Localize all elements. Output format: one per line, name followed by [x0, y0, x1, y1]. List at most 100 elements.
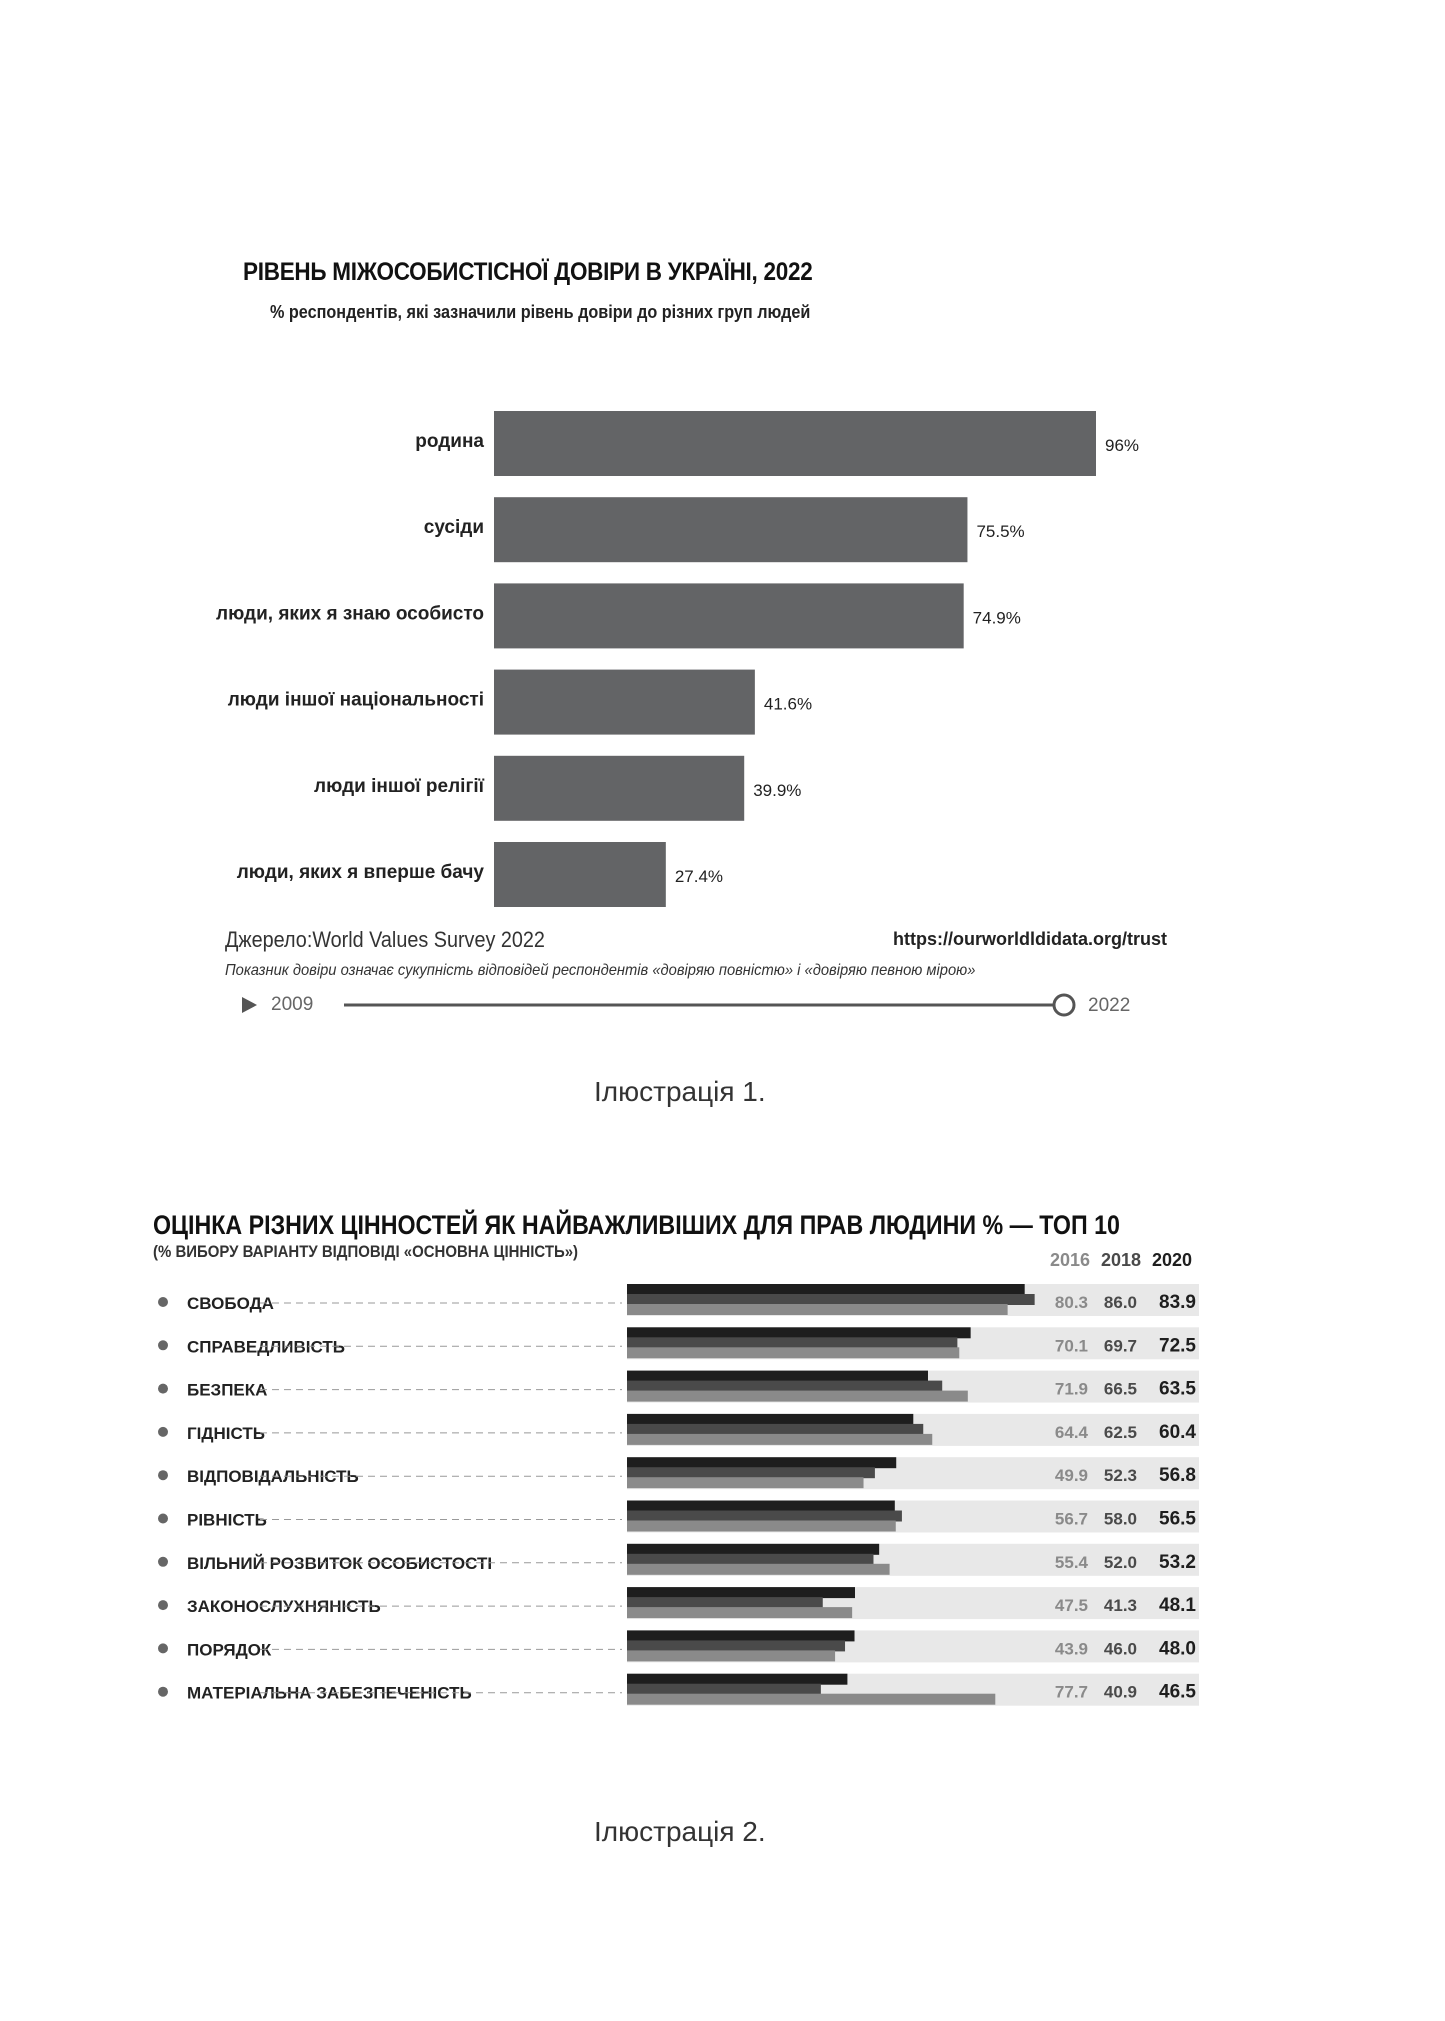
bar-люди-яких-я-вперше-бачу: [494, 842, 666, 907]
caption-1: Ілюстрація 1.: [594, 1076, 766, 1107]
bar-люди-іншої-національності: [494, 669, 755, 735]
category-label: люди, яких я вперше бачу: [237, 862, 485, 883]
value-2016: 55.4: [1055, 1553, 1089, 1572]
value-2016: 49.9: [1055, 1466, 1088, 1485]
bar-2016-порядок: [627, 1650, 836, 1662]
category-label: люди, яких я знаю особисто: [216, 603, 484, 624]
bar-2016-свобода: [627, 1304, 1008, 1315]
chart1-title: РІВЕНЬ МІЖОСОБИСТІСНОЇ ДОВІРИ В УКРАЇНІ,…: [243, 258, 813, 286]
value-2020: 72.5: [1159, 1335, 1196, 1356]
value-2018: 52.3: [1104, 1466, 1137, 1485]
bar-2020-рівність: [627, 1500, 895, 1512]
bar-2020-порядок: [627, 1630, 855, 1642]
value-2018: 52.0: [1104, 1553, 1137, 1572]
bar-2018-вільний-розвиток-особистості: [627, 1553, 874, 1565]
timeline: [242, 993, 1076, 1017]
bar-родина: [494, 411, 1096, 476]
bar-2020-вільний-розвиток-особистості: [627, 1543, 880, 1555]
value-category-label: СВОБОДА: [187, 1294, 274, 1313]
bar-люди-іншої-релігії: [494, 755, 745, 821]
value-2016: 70.1: [1055, 1336, 1088, 1355]
value-label: 27.4%: [675, 867, 723, 886]
chart1-note: Показник довіри означає сукупність відпо…: [225, 962, 976, 979]
bullet: [158, 1686, 168, 1697]
bar-2020-безпека: [627, 1370, 928, 1382]
bullet: [158, 1383, 168, 1394]
bar-2016-справедливість: [627, 1347, 960, 1359]
legend-2018: 2018: [1101, 1250, 1142, 1270]
bullet: [158, 1600, 168, 1611]
value-2018: 62.5: [1104, 1423, 1137, 1442]
value-category-label: ГІДНІСТЬ: [187, 1424, 265, 1443]
bar-2018-свобода: [627, 1294, 1035, 1305]
bullet: [158, 1643, 168, 1654]
bullet: [158, 1340, 168, 1351]
category-label: сусіди: [424, 517, 484, 538]
value-label: 96%: [1105, 436, 1139, 455]
legend-2016: 2016: [1050, 1250, 1091, 1270]
bar-2020-матеріальна-забезпеченість: [627, 1673, 848, 1685]
category-label: люди іншої релігії: [314, 776, 485, 797]
bar-2020-гідність: [627, 1413, 914, 1425]
bar-2016-рівність: [627, 1520, 896, 1532]
bullet: [158, 1297, 168, 1307]
value-label: 74.9%: [973, 608, 1021, 627]
value-2020: 56.8: [1159, 1465, 1196, 1486]
value-2016: 64.4: [1055, 1423, 1089, 1442]
value-2020: 56.5: [1159, 1509, 1196, 1530]
bar-2018-порядок: [627, 1640, 846, 1652]
value-category-label: МАТЕРІАЛЬНА ЗАБЕЗПЕЧЕНІСТЬ: [187, 1684, 472, 1703]
value-label: 41.6%: [764, 695, 812, 714]
chart1-url[interactable]: https://ourworldldidata.org/trust: [893, 929, 1167, 949]
timeline-start-year: 2009: [271, 994, 314, 1015]
value-2018: 69.7: [1104, 1336, 1137, 1355]
bullet: [158, 1426, 168, 1437]
value-2018: 86.0: [1104, 1293, 1137, 1312]
play-icon[interactable]: [242, 997, 257, 1013]
timeline-handle[interactable]: [1052, 993, 1076, 1017]
bar-люди-яких-я-знаю-особисто: [494, 583, 964, 649]
bar-2020-справедливість: [627, 1327, 971, 1339]
bar-2018-матеріальна-забезпеченість: [627, 1683, 821, 1695]
value-label: 39.9%: [753, 781, 801, 800]
value-2016: 56.7: [1055, 1510, 1088, 1529]
value-category-label: БЕЗПЕКА: [187, 1381, 267, 1400]
value-2020: 60.4: [1159, 1422, 1196, 1443]
category-label: родина: [415, 431, 484, 452]
caption-2: Ілюстрація 2.: [594, 1816, 766, 1847]
value-category-label: ЗАКОНОСЛУХНЯНІСТЬ: [187, 1597, 381, 1616]
value-category-label: ВІЛЬНИЙ РОЗВИТОК ОСОБИСТОСТІ: [187, 1554, 492, 1573]
bullet: [158, 1513, 168, 1524]
value-2020: 53.2: [1159, 1552, 1196, 1573]
bar-2018-рівність: [627, 1510, 902, 1522]
bar-2018-відповідальність: [627, 1467, 875, 1479]
bar-2020-законослухняність: [627, 1587, 855, 1599]
value-category-label: РІВНІСТЬ: [187, 1511, 267, 1530]
value-2020: 63.5: [1159, 1379, 1196, 1400]
category-label: люди іншої національності: [228, 690, 484, 711]
value-2016: 80.3: [1055, 1293, 1088, 1312]
bar-2016-вільний-розвиток-особистості: [627, 1563, 890, 1575]
value-2016: 77.7: [1055, 1683, 1088, 1702]
value-label: 75.5%: [976, 522, 1024, 541]
timeline-end-year: 2022: [1088, 995, 1131, 1016]
chart1-plot: родина 96% сусіди 75.5% люди, яких я знаю ос…: [216, 411, 1139, 907]
value-2020: 48.1: [1159, 1595, 1196, 1616]
legend-2020: 2020: [1152, 1250, 1193, 1270]
bar-2018-законослухняність: [627, 1597, 823, 1609]
value-2018: 66.5: [1104, 1380, 1137, 1399]
chart2-subtitle: (% ВИБОРУ ВАРІАНТУ ВІДПОВІДІ «ОСНОВНА ЦІ…: [153, 1242, 579, 1261]
bar-сусіди: [494, 497, 968, 563]
chart1-subtitle: % респондентів, які зазначили рівень дов…: [270, 302, 811, 322]
chart2-title: ОЦІНКА РІЗНИХ ЦІННОСТЕЙ ЯК НАЙВАЖЛИВІШИХ…: [153, 1210, 1120, 1240]
bar-2016-гідність: [627, 1433, 933, 1445]
bar-2016-відповідальність: [627, 1477, 864, 1489]
value-2018: 40.9: [1104, 1683, 1137, 1702]
bar-2018-справедливість: [627, 1337, 958, 1349]
value-2016: 43.9: [1055, 1639, 1088, 1658]
bar-2020-свобода: [627, 1284, 1025, 1295]
bar-2020-відповідальність: [627, 1457, 897, 1469]
bar-2016-законослухняність: [627, 1607, 853, 1619]
value-2020: 46.5: [1159, 1682, 1196, 1703]
